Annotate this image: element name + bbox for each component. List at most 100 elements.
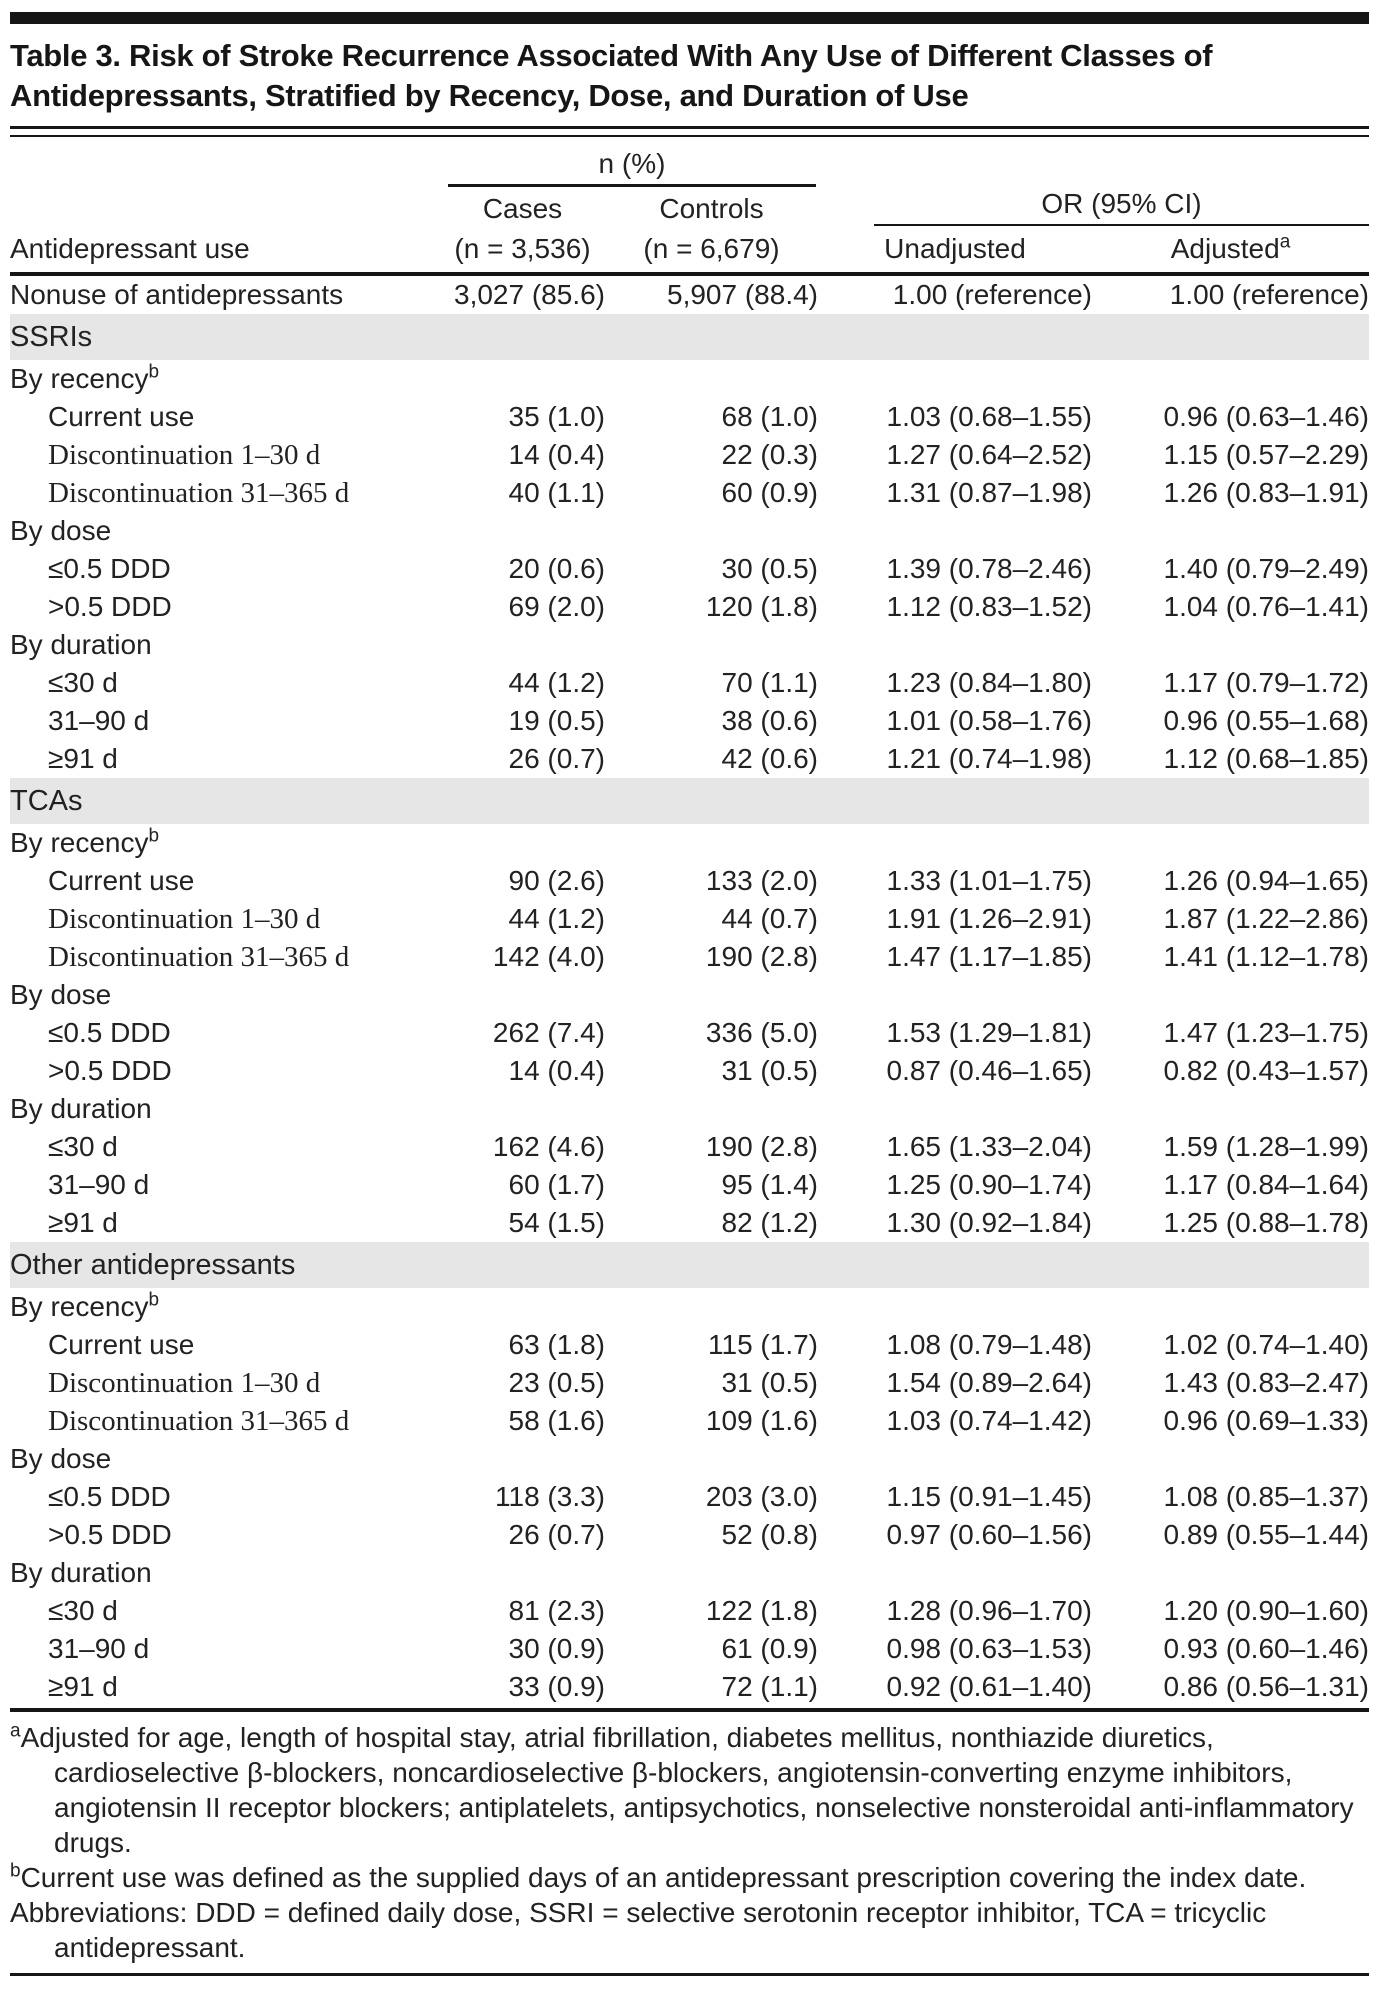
cell-or-adjusted: 0.96 (0.69–1.33) xyxy=(1163,1405,1370,1436)
cell-cases: 26 (0.7) xyxy=(508,1519,606,1550)
cell-cases: 35 (1.0) xyxy=(508,401,606,432)
subhead-row: By dose xyxy=(10,976,1369,1014)
cell-controls xyxy=(605,626,818,664)
cell-controls: 44 (0.7) xyxy=(721,903,819,934)
cell-or-unadjusted: 0.97 (0.60–1.56) xyxy=(886,1519,1093,1550)
cell-cases: 54 (1.5) xyxy=(508,1207,606,1238)
cell-or-adjusted xyxy=(1092,1288,1369,1326)
cell-or-adjusted: 1.47 (1.23–1.75) xyxy=(1163,1017,1370,1048)
cell-or-adjusted xyxy=(1092,1090,1369,1128)
spanner-or-ci-label: OR (95% CI) xyxy=(874,187,1369,226)
subhead-row: By recencyb xyxy=(10,360,1369,398)
cell-or-adjusted xyxy=(1092,512,1369,550)
footnote-abbreviations: Abbreviations: DDD = defined daily dose,… xyxy=(10,1897,1267,1963)
cell-cases: 142 (4.0) xyxy=(492,941,605,972)
column-header-controls-n: (n = 6,679) xyxy=(605,226,818,276)
cell-or-adjusted xyxy=(1092,824,1369,862)
cell-controls xyxy=(605,1090,818,1128)
cell-or-unadjusted xyxy=(818,976,1092,1014)
header-spanner-row-n: n (%) xyxy=(10,147,1369,187)
table-row: ≤0.5 DDD 118 (3.3) 203 (3.0) 1.15 (0.91–1.4… xyxy=(10,1478,1369,1516)
footnote-marker-a: a xyxy=(1279,231,1291,253)
table-bottom-rule xyxy=(10,1708,1369,1712)
cell-cases xyxy=(440,360,605,398)
cell-or-unadjusted xyxy=(818,1554,1092,1592)
footnote-a-text: Adjusted for age, length of hospital sta… xyxy=(20,1722,1354,1858)
cell-cases: 81 (2.3) xyxy=(508,1595,606,1626)
table-row: Discontinuation 1–30 d 44 (1.2) 44 (0.7) 1.… xyxy=(10,900,1369,938)
row-label: 31–90 d xyxy=(48,1633,150,1664)
column-header-unadjusted: Unadjusted xyxy=(818,226,1092,276)
row-label: Current use xyxy=(48,1329,195,1360)
cell-controls xyxy=(605,976,818,1014)
cell-cases: 3,027 (85.6) xyxy=(454,279,605,310)
cell-or-unadjusted: 0.87 (0.46–1.65) xyxy=(886,1055,1093,1086)
cell-controls: 203 (3.0) xyxy=(705,1481,818,1512)
cell-controls: 133 (2.0) xyxy=(705,865,818,896)
table-row: >0.5 DDD 69 (2.0) 120 (1.8) 1.12 (0.83–1.52… xyxy=(10,588,1369,626)
cell-or-adjusted: 1.15 (0.57–2.29) xyxy=(1163,439,1370,470)
cell-cases: 14 (0.4) xyxy=(508,439,606,470)
row-label: Current use xyxy=(48,865,195,896)
row-label: By dose xyxy=(10,979,112,1010)
row-label: Nonuse of antidepressants xyxy=(10,279,344,310)
data-table: n (%) Cases Controls OR (95% CI) Antidep… xyxy=(10,147,1369,1706)
cell-controls xyxy=(605,1440,818,1478)
table-row: ≥91 d 33 (0.9) 72 (1.1) 0.92 (0.61–1.40) 0.8… xyxy=(10,1668,1369,1706)
cell-or-adjusted: 0.89 (0.55–1.44) xyxy=(1163,1519,1370,1550)
row-label: Discontinuation 1–30 d xyxy=(48,903,321,935)
cell-or-unadjusted: 0.92 (0.61–1.40) xyxy=(886,1671,1093,1702)
cell-cases: 23 (0.5) xyxy=(508,1367,606,1398)
cell-or-unadjusted: 1.03 (0.74–1.42) xyxy=(886,1405,1093,1436)
table-row: ≤0.5 DDD 262 (7.4) 336 (5.0) 1.53 (1.29–1.8… xyxy=(10,1014,1369,1052)
cell-cases xyxy=(440,1288,605,1326)
cell-cases: 20 (0.6) xyxy=(508,553,606,584)
cell-cases xyxy=(440,1554,605,1592)
cell-controls: 336 (5.0) xyxy=(705,1017,818,1048)
row-label: ≤0.5 DDD xyxy=(48,553,171,584)
cell-controls: 61 (0.9) xyxy=(721,1633,819,1664)
cell-or-adjusted: 0.96 (0.63–1.46) xyxy=(1163,401,1370,432)
cell-or-unadjusted xyxy=(818,512,1092,550)
cell-or-adjusted: 1.41 (1.12–1.78) xyxy=(1163,941,1370,972)
cell-controls xyxy=(605,360,818,398)
row-label: Discontinuation 1–30 d xyxy=(48,439,321,471)
row-label: ≥91 d xyxy=(48,1207,118,1238)
row-label: ≤0.5 DDD xyxy=(48,1017,171,1048)
cell-or-adjusted: 1.20 (0.90–1.60) xyxy=(1163,1595,1370,1626)
cell-controls: 60 (0.9) xyxy=(721,477,819,508)
cell-cases: 26 (0.7) xyxy=(508,743,606,774)
cell-controls: 109 (1.6) xyxy=(705,1405,818,1436)
subhead-row: By dose xyxy=(10,512,1369,550)
cell-controls: 42 (0.6) xyxy=(721,743,819,774)
row-label: By duration xyxy=(10,1093,152,1124)
cell-controls: 115 (1.7) xyxy=(708,1329,818,1360)
cell-or-unadjusted: 1.00 (reference) xyxy=(892,279,1092,310)
section-row: Other antidepressants xyxy=(10,1242,1369,1288)
table-row: ≤30 d 44 (1.2) 70 (1.1) 1.23 (0.84–1.80) 1.1… xyxy=(10,664,1369,702)
cell-or-unadjusted: 1.30 (0.92–1.84) xyxy=(886,1207,1093,1238)
subhead-row: By duration xyxy=(10,1554,1369,1592)
table-row: 31–90 d 19 (0.5) 38 (0.6) 1.01 (0.58–1.76) 0… xyxy=(10,702,1369,740)
subhead-row: By dose xyxy=(10,1440,1369,1478)
header-blank xyxy=(818,147,1369,187)
table-row: Discontinuation 31–365 d 40 (1.1) 60 (0.9)… xyxy=(10,474,1369,512)
header-blank xyxy=(10,147,440,187)
column-header-adjusted: Adjusteda xyxy=(1092,226,1369,276)
cell-cases: 58 (1.6) xyxy=(508,1405,606,1436)
spanner-n-pct-label: n (%) xyxy=(448,147,816,187)
row-label: Discontinuation 31–365 d xyxy=(48,941,350,973)
footnote-a: aAdjusted for age, length of hospital st… xyxy=(10,1720,1369,1860)
cell-or-adjusted: 1.12 (0.68–1.85) xyxy=(1163,743,1370,774)
cell-controls xyxy=(605,1288,818,1326)
cell-or-adjusted xyxy=(1092,1440,1369,1478)
cell-controls: 82 (1.2) xyxy=(721,1207,819,1238)
cell-or-unadjusted: 1.03 (0.68–1.55) xyxy=(886,401,1093,432)
cell-or-unadjusted: 1.39 (0.78–2.46) xyxy=(886,553,1093,584)
row-label: >0.5 DDD xyxy=(48,591,172,622)
table-row: ≥91 d 26 (0.7) 42 (0.6) 1.21 (0.74–1.98) 1.1… xyxy=(10,740,1369,778)
cell-or-unadjusted: 1.12 (0.83–1.52) xyxy=(886,591,1093,622)
cell-or-unadjusted: 0.98 (0.63–1.53) xyxy=(886,1633,1093,1664)
cell-controls xyxy=(605,824,818,862)
spanner-or-ci: OR (95% CI) xyxy=(818,187,1369,226)
